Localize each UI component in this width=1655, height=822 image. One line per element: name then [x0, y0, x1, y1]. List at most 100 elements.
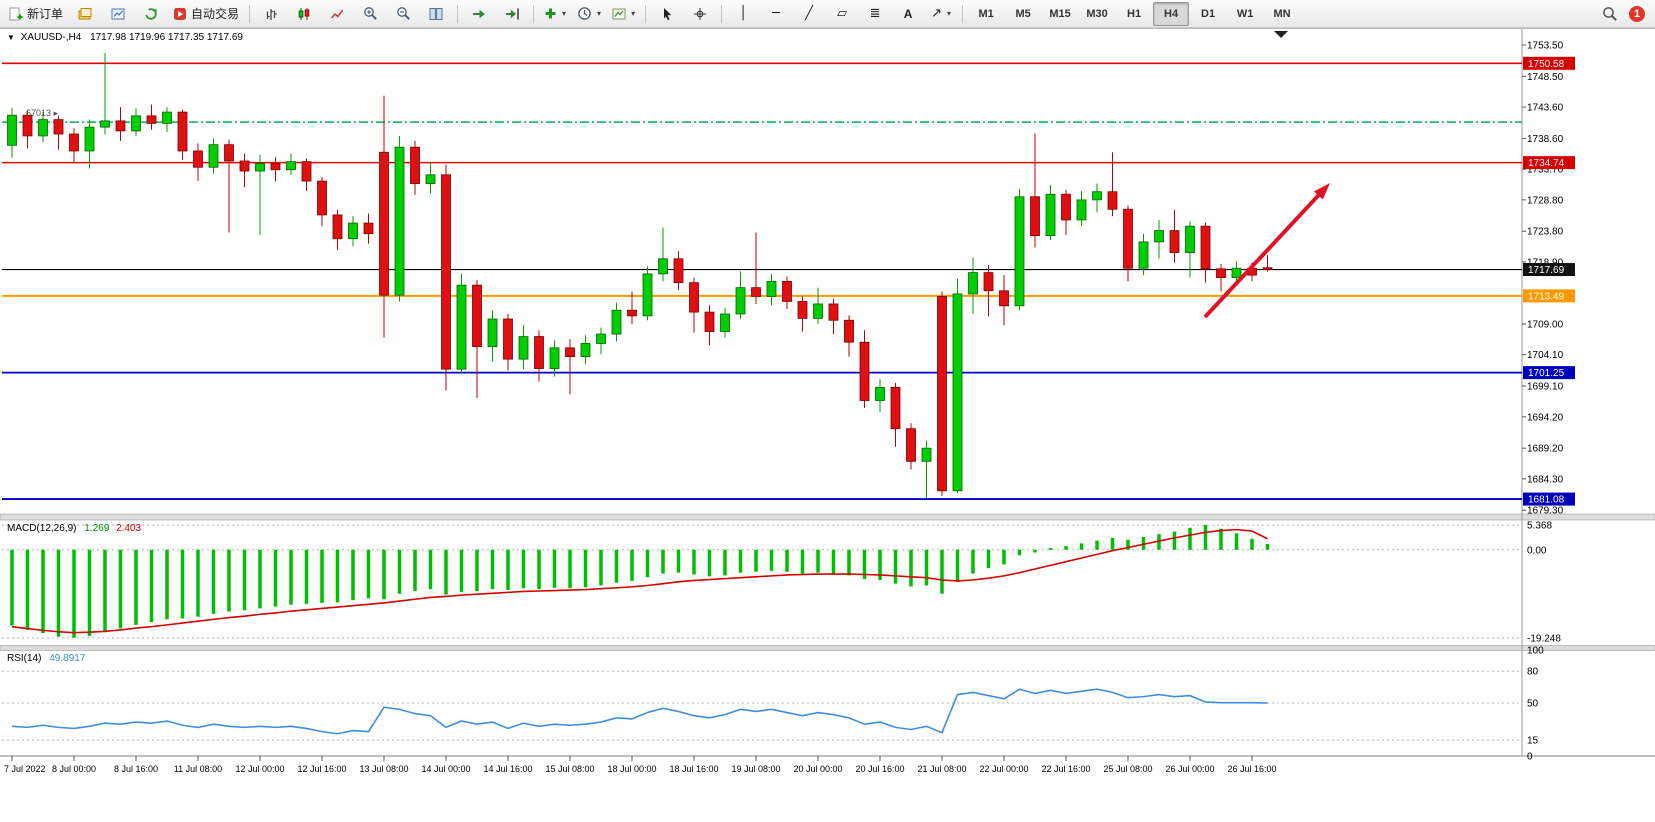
svg-text:1704.10: 1704.10 — [1527, 350, 1564, 361]
refresh-button[interactable] — [135, 2, 167, 26]
svg-text:20 Jul 00:00: 20 Jul 00:00 — [793, 764, 842, 774]
chart-shift-button[interactable] — [496, 2, 528, 26]
separator — [721, 4, 723, 23]
svg-text:1717.69: 1717.69 — [1528, 265, 1565, 276]
macd-splitter[interactable] — [0, 513, 1655, 521]
indicators-button[interactable]: ▾ — [539, 2, 571, 26]
bar-chart-mode-button[interactable] — [255, 2, 287, 26]
time-axis[interactable]: 7 Jul 2022 8 Jul 00:00 8 Jul 16:00 11 Jul 0… — [4, 31, 1288, 774]
svg-text:8 Jul 16:00: 8 Jul 16:00 — [114, 764, 158, 774]
channel-tool-button[interactable]: ▱ — [837, 6, 848, 21]
zoom-in-button[interactable] — [354, 2, 386, 26]
separator — [645, 4, 647, 23]
new-order-label: 新订单 — [27, 7, 64, 21]
auto-trading-button[interactable]: 自动交易 — [168, 2, 244, 26]
svg-text:0.00: 0.00 — [1527, 545, 1547, 556]
separator — [962, 4, 964, 23]
line-chart-mode-button[interactable] — [321, 2, 353, 26]
chevron-down-icon: ▾ — [631, 9, 636, 18]
timeframe-M1[interactable]: M1 — [978, 7, 994, 20]
refresh-icon — [144, 7, 158, 21]
price-chart-canvas[interactable]: 67013 ▸ 1753.50 1748.50 1743.60 1738.60 1733.… — [0, 28, 1655, 822]
chart-window[interactable]: 67013 ▸ 1753.50 1748.50 1743.60 1738.60 1733.… — [0, 28, 1655, 822]
cursor-tool-button[interactable] — [651, 2, 683, 26]
fibonacci-tool-button[interactable]: ≣ — [869, 6, 881, 21]
svg-text:7 Jul 2022: 7 Jul 2022 — [4, 764, 46, 774]
timeframe-MN[interactable]: MN — [1273, 7, 1291, 20]
periods-button[interactable]: ▾ — [572, 2, 606, 26]
trend-arrow-object[interactable] — [1203, 183, 1330, 319]
svg-text:80: 80 — [1527, 667, 1539, 678]
svg-text:1723.80: 1723.80 — [1527, 227, 1564, 238]
auto-scroll-icon — [472, 7, 487, 21]
rsi-splitter[interactable] — [0, 645, 1655, 651]
svg-text:1738.60: 1738.60 — [1527, 134, 1564, 145]
auto-scroll-button[interactable] — [463, 2, 495, 26]
svg-text:1734.74: 1734.74 — [1528, 158, 1565, 169]
tile-windows-button[interactable] — [420, 2, 452, 26]
svg-text:18 Jul 16:00: 18 Jul 16:00 — [669, 764, 718, 774]
charts-window-icon — [111, 7, 125, 21]
svg-text:1684.30: 1684.30 — [1527, 474, 1564, 485]
timeframe-H1[interactable]: H1 — [1127, 7, 1142, 20]
profiles-button[interactable] — [69, 2, 101, 26]
horizontal-line-tool-button[interactable]: ─ — [772, 6, 780, 21]
svg-text:1733.70: 1733.70 — [1527, 165, 1564, 176]
chevron-down-icon: ▾ — [947, 8, 952, 18]
svg-text:-19.248: -19.248 — [1527, 633, 1561, 644]
svg-text:12 Jul 00:00: 12 Jul 00:00 — [235, 764, 284, 774]
auto-trading-label: 自动交易 — [191, 7, 240, 21]
svg-text:22 Jul 00:00: 22 Jul 00:00 — [979, 764, 1028, 774]
svg-text:25 Jul 08:00: 25 Jul 08:00 — [1103, 764, 1152, 774]
search-button[interactable] — [1594, 2, 1626, 26]
vertical-line-tool-button[interactable]: │ — [739, 6, 747, 21]
svg-text:11 Jul 08:00: 11 Jul 08:00 — [174, 764, 222, 774]
horizontal-line-objects[interactable] — [2, 62, 1522, 500]
svg-text:1679.30: 1679.30 — [1527, 506, 1564, 517]
svg-text:1701.25: 1701.25 — [1528, 368, 1565, 379]
notification-badge[interactable]: 1 — [1629, 5, 1645, 22]
templates-button[interactable]: ▾ — [607, 2, 640, 26]
svg-text:20 Jul 16:00: 20 Jul 16:00 — [855, 764, 904, 774]
text-tool-button[interactable]: A — [903, 6, 913, 21]
svg-text:18 Jul 00:00: 18 Jul 00:00 — [607, 764, 656, 774]
timeframe-M15[interactable]: M15 — [1049, 7, 1071, 20]
price-tag — [1523, 56, 1575, 70]
svg-text:1694.20: 1694.20 — [1527, 412, 1564, 423]
charts-window-button[interactable] — [102, 2, 134, 26]
auto-trading-icon — [173, 7, 187, 21]
crosshair-tool-button[interactable] — [684, 2, 716, 26]
price-tag — [1523, 492, 1575, 506]
separator — [457, 4, 459, 23]
timeframe-W1[interactable]: W1 — [1236, 7, 1254, 20]
timeframe-M30[interactable]: M30 — [1086, 7, 1108, 20]
timeframe-D1[interactable]: D1 — [1201, 7, 1216, 20]
svg-text:1709.00: 1709.00 — [1527, 320, 1564, 331]
timeframe-group: M1 M5 M15 M30 H1 H4 D1 W1 MN — [968, 1, 1300, 26]
new-order-button[interactable]: 新订单 — [4, 2, 68, 26]
candlestick-mode-button[interactable] — [288, 2, 320, 26]
svg-text:50: 50 — [1527, 699, 1539, 710]
price-axis[interactable]: 1753.50 1748.50 1743.60 1738.60 1733.70 1728.… — [1522, 41, 1575, 763]
zoom-out-icon — [396, 6, 411, 21]
indicators-icon — [544, 7, 557, 20]
arrows-tool-button[interactable]: ↗ ▾ — [931, 6, 952, 21]
zoom-out-button[interactable] — [387, 2, 419, 26]
timeframe-H4[interactable]: H4 — [1153, 1, 1190, 26]
rsi-plot — [11, 688, 1268, 735]
cursor-icon — [660, 7, 674, 21]
svg-text:1753.50: 1753.50 — [1527, 41, 1564, 52]
svg-text:1728.80: 1728.80 — [1527, 195, 1564, 206]
timeframe-M5[interactable]: M5 — [1015, 7, 1031, 20]
chart-shift-marker — [1274, 31, 1288, 38]
svg-text:15: 15 — [1527, 736, 1539, 747]
chart-shift-icon — [505, 7, 520, 21]
price-tag — [1523, 289, 1575, 303]
trendline-tool-button[interactable]: ╱ — [805, 6, 813, 21]
svg-text:1713.49: 1713.49 — [1528, 291, 1565, 302]
new-order-icon — [9, 7, 23, 21]
macd-plot — [10, 525, 1270, 638]
candlestick-icon — [297, 7, 311, 21]
chevron-down-icon: ▾ — [562, 9, 567, 18]
crosshair-icon — [693, 7, 707, 21]
